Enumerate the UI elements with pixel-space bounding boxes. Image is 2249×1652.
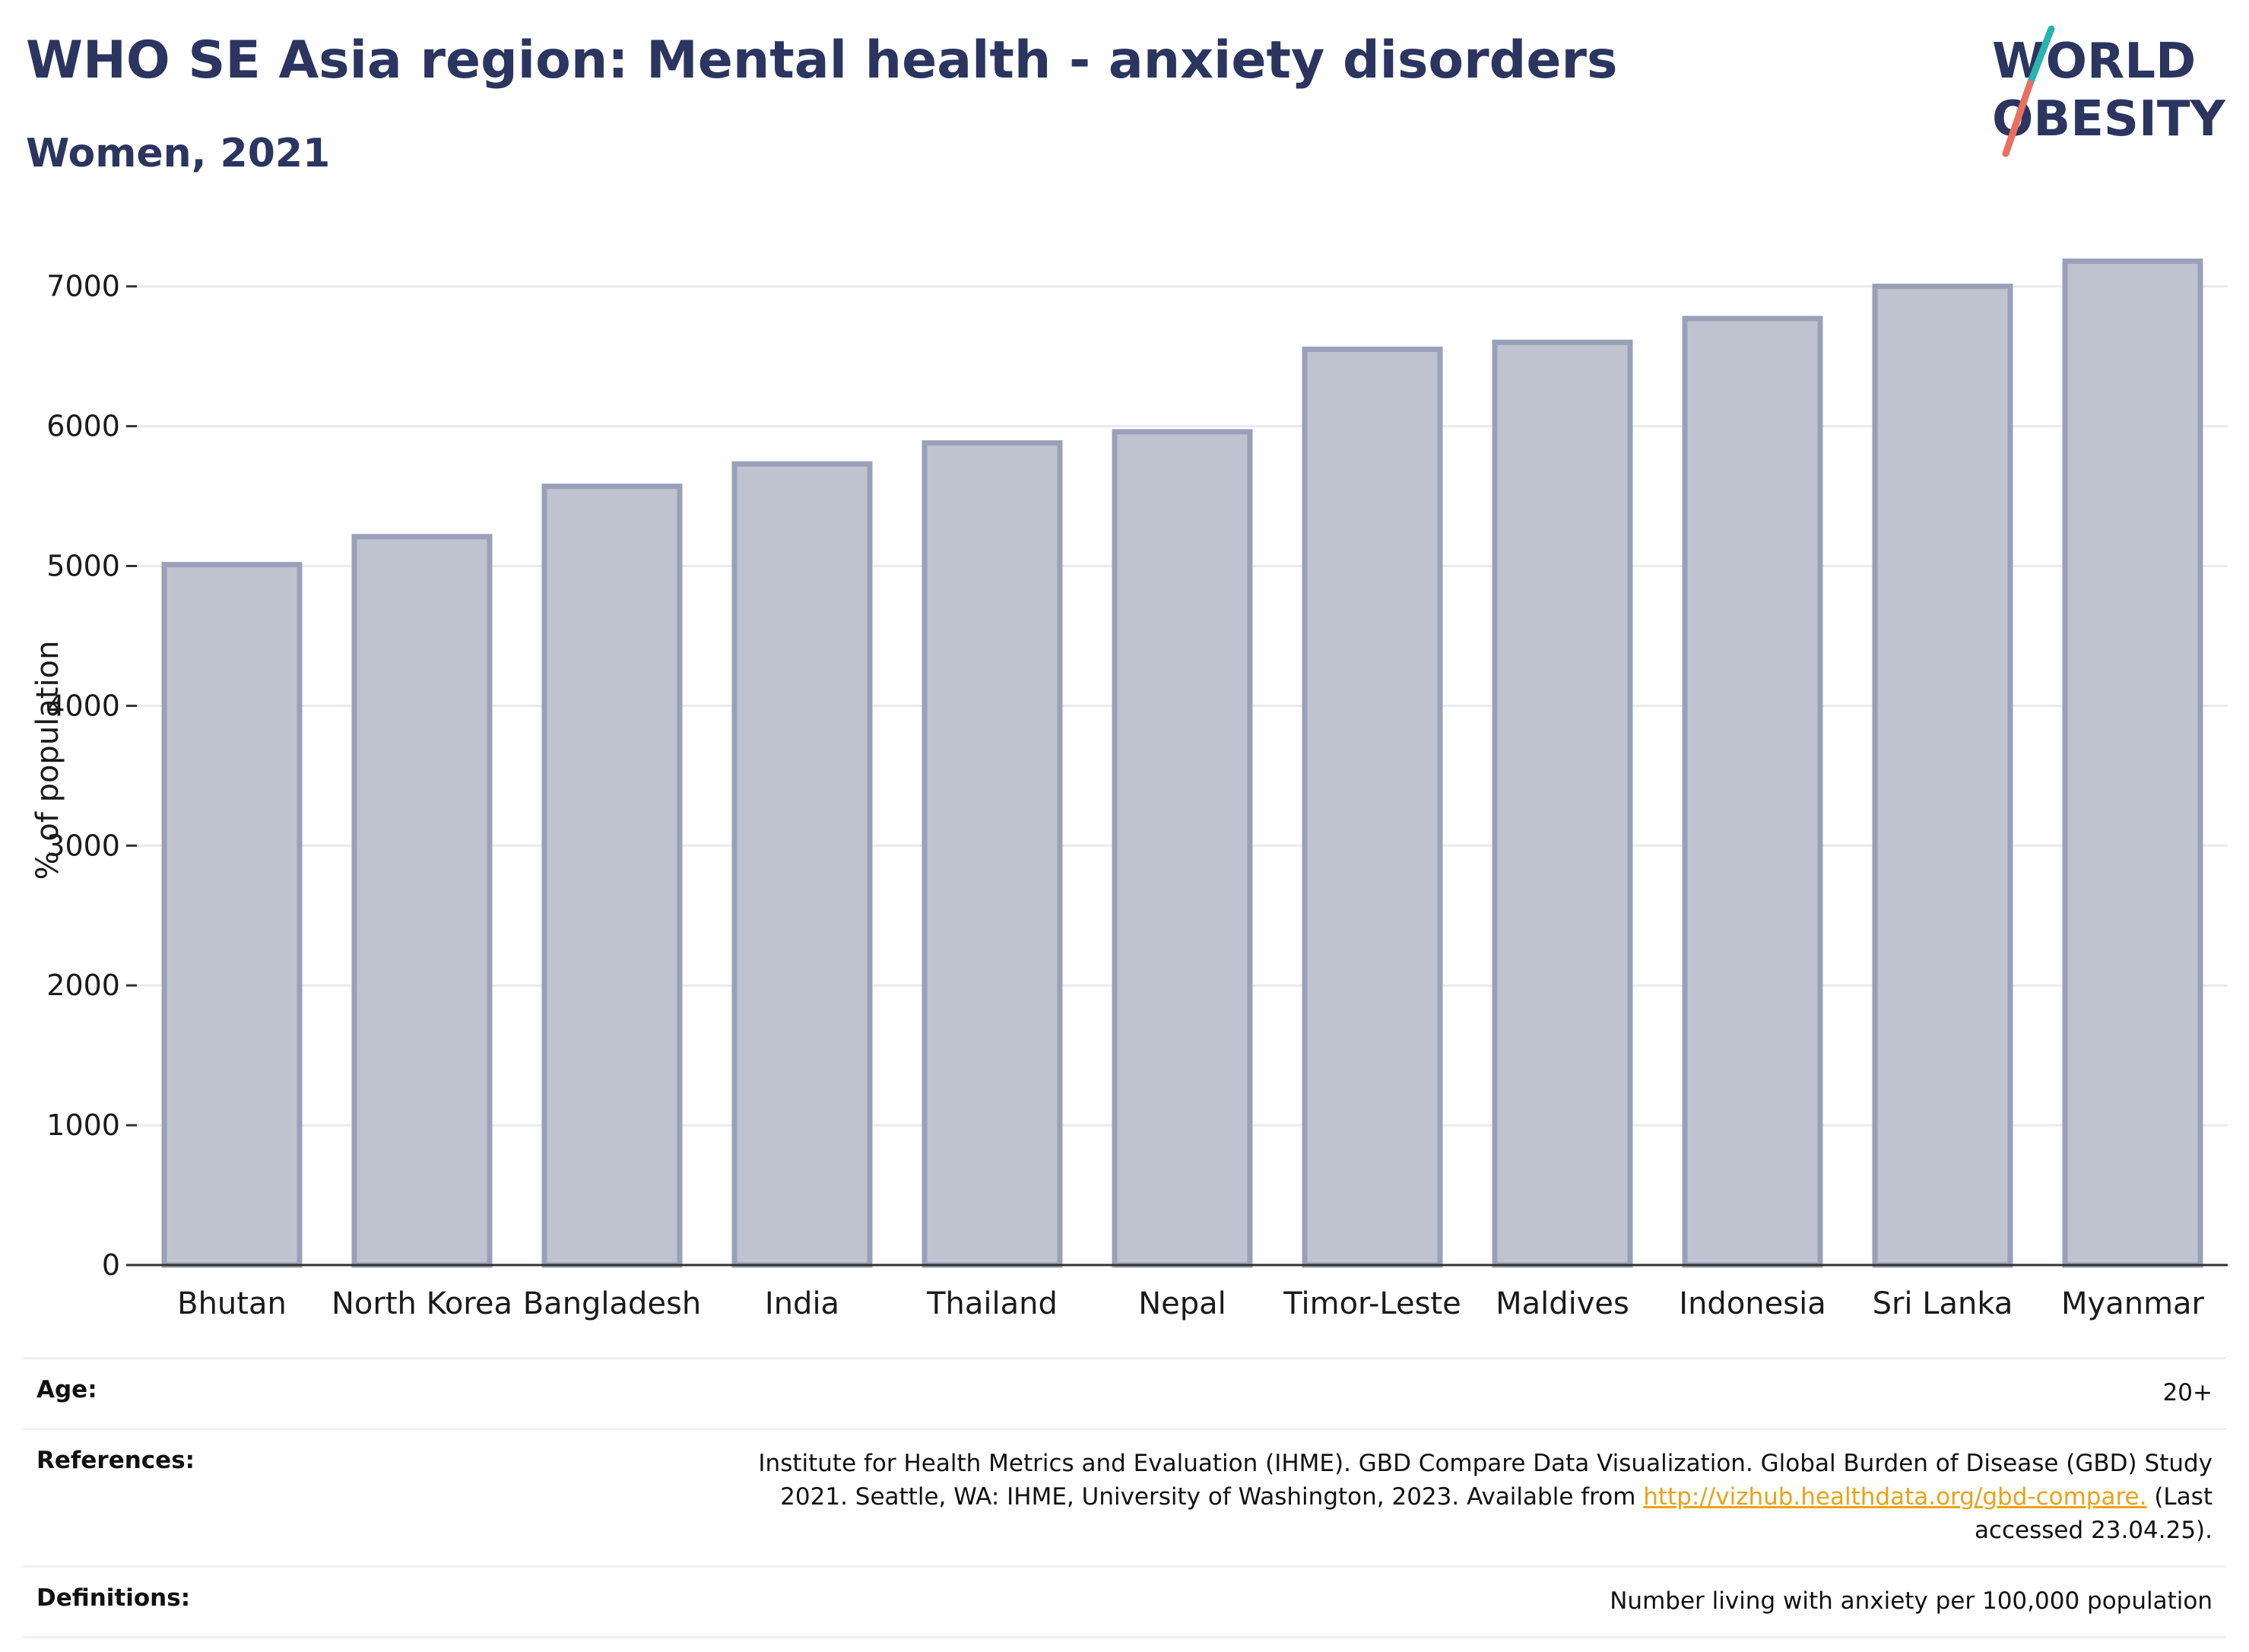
definitions-label: Definitions:	[36, 1584, 191, 1612]
chart-title: WHO SE Asia region: Mental health - anxi…	[26, 30, 1618, 90]
bar-bangladesh	[541, 484, 683, 1268]
note-row-age: Age: 20+	[23, 1357, 2226, 1428]
bars	[161, 258, 2203, 1268]
y-tick-label: 0	[102, 1248, 120, 1282]
y-tick-label: 1000	[46, 1108, 120, 1142]
y-tick-label: 5000	[46, 550, 120, 583]
logo-slash-top	[2026, 25, 2055, 87]
definitions-value: Number living with anxiety per 100,000 p…	[1610, 1587, 2213, 1616]
bar-sri-lanka	[1872, 284, 2013, 1268]
bar-chart: 0 1000 2000 3000 4000 5000 6000 7000 Bhutan Nort…	[30, 258, 2228, 1321]
chart-subtitle: Women, 2021	[26, 131, 331, 176]
x-tick-label: Thailand	[926, 1286, 1058, 1321]
y-axis-label: % of population	[30, 641, 65, 880]
x-tick-label: Timor-Leste	[1283, 1286, 1461, 1321]
logo-slash-bottom	[2002, 80, 2034, 157]
world-obesity-logo: WORLD OBESITY	[1992, 25, 2225, 157]
bar-indonesia	[1682, 315, 1823, 1268]
bar-timor-leste	[1302, 346, 1443, 1268]
logo-text-obesity: OBESITY	[1992, 91, 2225, 147]
x-tick-label: Nepal	[1138, 1286, 1226, 1321]
age-label: Age:	[36, 1376, 97, 1403]
references-label: References:	[36, 1447, 195, 1475]
bar-north-korea	[351, 534, 493, 1268]
x-tick-label: Sri Lanka	[1873, 1286, 2013, 1321]
bar-maldives	[1492, 339, 1633, 1268]
x-tick-label: North Korea	[331, 1286, 512, 1321]
y-tick-label: 2000	[46, 969, 120, 1002]
y-tick-label: 3000	[46, 829, 120, 862]
x-tick-label: Indonesia	[1679, 1286, 1826, 1321]
age-value: 20+	[2162, 1379, 2213, 1406]
bar-india	[731, 461, 873, 1268]
bar-bhutan	[161, 562, 303, 1268]
note-row-references: References: Institute for Health Metrics…	[23, 1428, 2226, 1565]
x-tick-label: Bhutan	[177, 1286, 287, 1321]
x-tick-label: Myanmar	[2061, 1286, 2205, 1321]
bar-myanmar	[2062, 258, 2203, 1268]
logo-text-world: WORLD	[1992, 33, 2196, 90]
references-link[interactable]: http://vizhub.healthdata.org/gbd-compare…	[1643, 1483, 2147, 1511]
x-tick-label: Maldives	[1496, 1286, 1629, 1321]
x-tick-label: Bangladesh	[523, 1286, 702, 1321]
bar-thailand	[921, 440, 1063, 1268]
note-row-definitions: Definitions: Number living with anxiety …	[23, 1565, 2226, 1639]
references-value: Institute for Health Metrics and Evaluat…	[692, 1447, 2213, 1547]
notes-table: Age: 20+ References: Institute for Healt…	[23, 1357, 2226, 1639]
references-accessed: (Last accessed 23.04.25).	[1974, 1483, 2213, 1545]
y-tick-label: 6000	[46, 410, 120, 443]
references-text: Institute for Health Metrics and Evaluat…	[758, 1450, 2213, 1511]
y-tick-label: 4000	[46, 689, 120, 722]
y-tick-label: 7000	[46, 270, 120, 303]
bar-nepal	[1112, 429, 1253, 1268]
x-tick-labels: Bhutan North Korea Bangladesh India Thailand…	[177, 1286, 2204, 1321]
x-tick-label: India	[765, 1286, 839, 1321]
y-tick-labels: 0 1000 2000 3000 4000 5000 6000 7000	[46, 270, 137, 1282]
